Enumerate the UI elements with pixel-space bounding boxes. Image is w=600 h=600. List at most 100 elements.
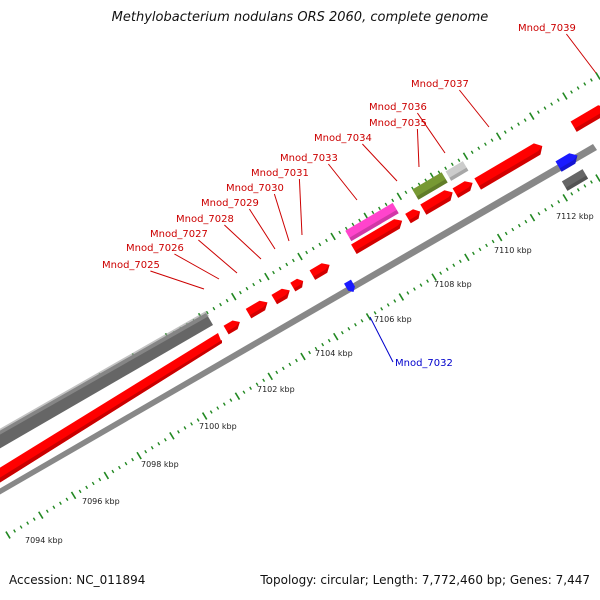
misc-feature bbox=[412, 172, 448, 200]
inner-tick bbox=[150, 446, 154, 450]
leader-line bbox=[566, 33, 597, 74]
outer-tick bbox=[510, 126, 514, 130]
inner-tick bbox=[583, 184, 587, 188]
gene-label: Mnod_7036 bbox=[369, 102, 427, 113]
gene-features bbox=[223, 105, 600, 335]
inner-tick bbox=[38, 511, 44, 520]
gene-label: Mnod_7030 bbox=[226, 183, 284, 194]
inner-tick bbox=[308, 350, 311, 355]
cds-arrow bbox=[351, 219, 403, 254]
outer-tick bbox=[238, 290, 242, 295]
inner-tick bbox=[255, 382, 259, 386]
inner-tick bbox=[209, 410, 213, 414]
gray-feature-band bbox=[0, 313, 213, 449]
cds-arrow-body bbox=[309, 263, 330, 280]
label-leader-lines bbox=[150, 33, 597, 363]
inner-tick bbox=[91, 481, 95, 486]
leader-line bbox=[328, 163, 358, 201]
inner-tick bbox=[281, 366, 285, 371]
gene-label: Mnod_7028 bbox=[176, 214, 234, 225]
inner-tick bbox=[529, 213, 536, 222]
gene-label: Mnod_7026 bbox=[126, 243, 184, 254]
cds-arrow-shade bbox=[478, 145, 543, 190]
inner-tick bbox=[386, 303, 390, 307]
outer-tick bbox=[378, 206, 381, 211]
scale-label: 7100 kbp bbox=[199, 422, 237, 431]
scale-label: 7098 kbp bbox=[141, 460, 179, 469]
inner-tick-marks bbox=[5, 174, 600, 539]
outer-tick bbox=[264, 272, 270, 281]
inner-tick bbox=[103, 471, 110, 480]
inner-tick bbox=[504, 231, 508, 236]
cds-arrow-shade bbox=[275, 290, 290, 305]
other-feature-shade bbox=[565, 173, 589, 191]
inner-tick bbox=[426, 279, 429, 283]
scale-labels: 7094 kbp 7096 kbp 7098 kbp 7100 kbp 7102 kbp… bbox=[25, 212, 594, 545]
inner-tick bbox=[275, 370, 279, 375]
inner-tick bbox=[190, 422, 193, 426]
inner-tick bbox=[406, 291, 410, 295]
gene-label: Mnod_7032 bbox=[395, 358, 453, 369]
inner-tick bbox=[234, 392, 241, 401]
outer-tick bbox=[396, 192, 403, 201]
backbone-line bbox=[0, 144, 597, 495]
inner-tick bbox=[327, 338, 331, 343]
inner-tick bbox=[458, 259, 462, 264]
cds-arrow-shade bbox=[354, 220, 403, 254]
inner-tick bbox=[85, 485, 89, 490]
cds-arrow-body bbox=[570, 105, 600, 132]
outer-tick bbox=[272, 270, 275, 275]
outer-tick bbox=[297, 252, 303, 261]
outer-tick bbox=[470, 150, 474, 154]
misc-feature-body bbox=[412, 172, 448, 200]
inner-tick bbox=[288, 362, 292, 367]
outer-tick bbox=[231, 292, 237, 301]
cds-arrow bbox=[245, 300, 268, 319]
gene-label: Mnod_7033 bbox=[280, 153, 338, 164]
inner-tick bbox=[373, 311, 377, 315]
gene-label: Mnod_7039 bbox=[518, 23, 576, 34]
inner-tick bbox=[163, 438, 167, 442]
cds-arrow bbox=[420, 190, 453, 215]
gene-label: Mnod_7034 bbox=[314, 133, 372, 144]
outer-tick bbox=[325, 238, 328, 243]
cds-arrow bbox=[452, 181, 473, 198]
cds-arrow-shade bbox=[249, 302, 268, 319]
cds-arrow-body bbox=[351, 219, 403, 254]
inner-tick bbox=[570, 192, 574, 196]
outer-tick bbox=[583, 82, 587, 86]
outer-tick bbox=[391, 198, 395, 203]
gene-label: Mnod_7027 bbox=[150, 229, 208, 240]
inner-tick bbox=[242, 390, 246, 394]
inner-tick bbox=[65, 497, 69, 502]
outer-tick bbox=[437, 170, 441, 174]
outer-tick bbox=[570, 90, 573, 94]
leader-line bbox=[273, 193, 290, 242]
outer-tick bbox=[212, 306, 216, 311]
leader-line bbox=[362, 143, 398, 182]
inner-tick bbox=[398, 293, 405, 301]
pseudo-feature bbox=[445, 161, 469, 181]
inner-tick bbox=[562, 193, 568, 202]
inner-tick bbox=[70, 491, 77, 500]
inner-tick bbox=[595, 174, 600, 182]
inner-tick bbox=[229, 398, 233, 402]
rna-feature bbox=[345, 202, 399, 242]
inner-tick bbox=[511, 227, 515, 232]
outer-tick bbox=[330, 232, 336, 241]
outer-tick bbox=[483, 142, 487, 146]
outer-tick bbox=[450, 162, 454, 166]
cds-band-left-shade bbox=[0, 340, 222, 483]
outer-tick bbox=[562, 92, 568, 100]
gene-label: Mnod_7029 bbox=[201, 198, 259, 209]
accession-text: Accession: NC_011894 bbox=[9, 573, 146, 587]
scale-label: 7104 kbp bbox=[315, 349, 353, 358]
outer-tick bbox=[444, 166, 448, 170]
inner-tick bbox=[439, 271, 443, 275]
leader-line bbox=[198, 239, 238, 274]
reverse-cds-arrow-body bbox=[555, 153, 578, 172]
cds-arrow-shade bbox=[226, 321, 240, 335]
gene-label: Mnod_7025 bbox=[102, 260, 160, 271]
inner-tick bbox=[111, 469, 115, 474]
cds-arrow-body bbox=[271, 288, 290, 305]
